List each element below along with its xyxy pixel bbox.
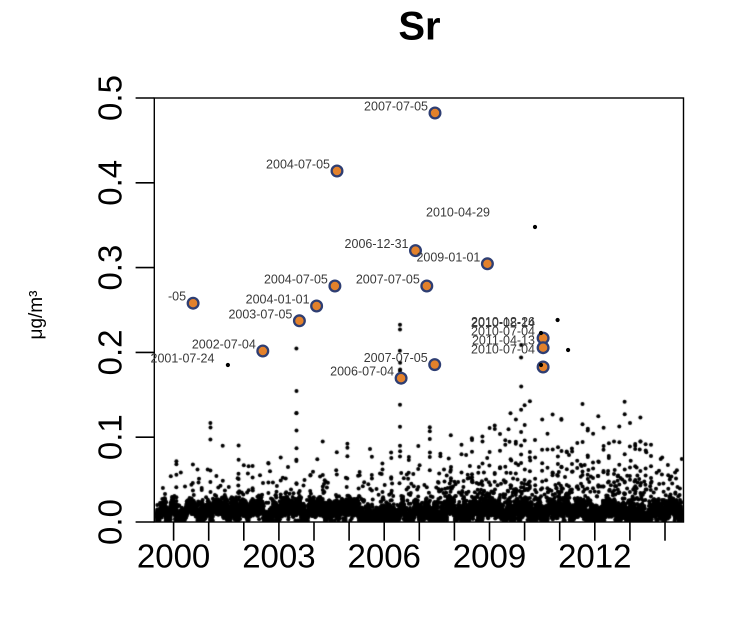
svg-text:0.5: 0.5 (92, 75, 129, 121)
svg-text:0.0: 0.0 (92, 499, 129, 545)
svg-text:2003-07-05: 2003-07-05 (228, 307, 292, 321)
svg-text:2000: 2000 (137, 538, 210, 575)
svg-text:2010-07-04: 2010-07-04 (471, 343, 535, 357)
svg-text:2007-07-05: 2007-07-05 (356, 273, 420, 287)
svg-text:2004-01-01: 2004-01-01 (246, 293, 310, 307)
svg-text:2007-07-05: 2007-07-05 (364, 351, 428, 365)
svg-text:2006-07-04: 2006-07-04 (330, 365, 394, 379)
svg-text:2006: 2006 (347, 538, 420, 575)
svg-text:2006-12-31: 2006-12-31 (345, 237, 409, 251)
svg-text:0.2: 0.2 (92, 329, 129, 375)
svg-text:2002-07-04: 2002-07-04 (192, 338, 256, 352)
svg-text:2012: 2012 (558, 538, 631, 575)
svg-text:0.4: 0.4 (92, 160, 129, 206)
svg-text:2003: 2003 (242, 538, 315, 575)
svg-text:2009: 2009 (453, 538, 526, 575)
svg-text:μg/m³: μg/m³ (26, 291, 47, 340)
svg-text:2007-07-05: 2007-07-05 (364, 100, 428, 114)
svg-text:2004-07-05: 2004-07-05 (266, 158, 330, 172)
svg-text:2009-01-01: 2009-01-01 (416, 250, 480, 264)
svg-text:0.1: 0.1 (92, 414, 129, 460)
svg-text:Sr: Sr (398, 5, 440, 49)
svg-text:0.3: 0.3 (92, 245, 129, 291)
svg-text:2004-07-05: 2004-07-05 (264, 273, 328, 287)
svg-text:-05: -05 (168, 290, 186, 304)
svg-text:2001-07-24: 2001-07-24 (151, 352, 215, 366)
svg-text:2010-04-29: 2010-04-29 (426, 206, 490, 220)
